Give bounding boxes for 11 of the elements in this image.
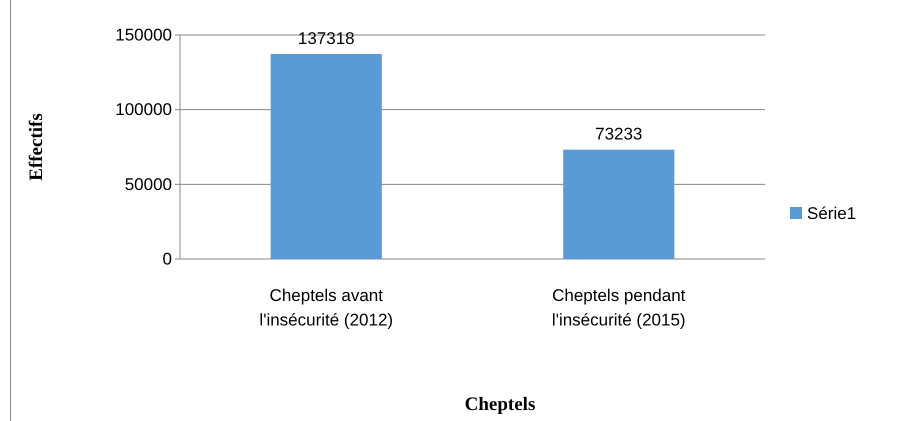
data-label: 73233 (595, 124, 642, 144)
x-tick-label: Cheptels avant l'insécurité (2012) (259, 286, 394, 330)
y-tick-label: 100000 (115, 100, 172, 120)
y-tick-label: 50000 (124, 174, 172, 194)
y-tick-label: 0 (162, 249, 172, 268)
y-axis-title: Effectifs (26, 113, 47, 181)
x-axis-title: Cheptels (464, 394, 536, 415)
data-label: 137318 (298, 28, 355, 48)
legend-label: Série1 (807, 204, 856, 223)
x-tick-label: Cheptels pendant l'insécurité (2015) (552, 286, 686, 330)
y-tick-label: 150000 (115, 25, 172, 44)
